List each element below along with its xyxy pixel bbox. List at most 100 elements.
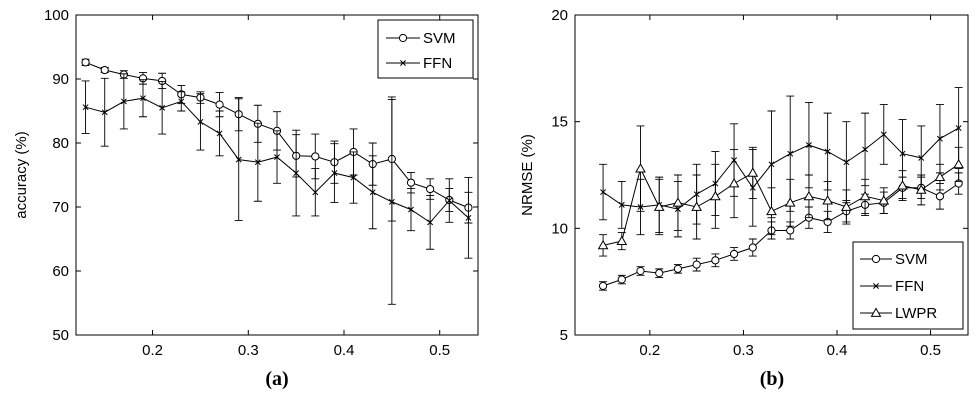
panel-a-ffn-point [293,170,300,177]
panel-b-ylabel: NRMSE (%) [519,134,536,216]
panel-a-svm-point [311,152,320,161]
panel-b-svm-point [711,256,720,265]
panel-a-ffn-point [101,109,108,116]
panel-b-xtick-label: 0.2 [639,342,660,359]
panel-b-svm-point [692,260,701,269]
panel-a-ffn-point [331,170,338,177]
panel-b-legend: SVM FFN LWPR [852,241,964,330]
panel-a-ytick-label: 60 [52,263,69,280]
panel-a-ytick-label: 80 [52,135,69,152]
panel-b-legend-label-lwpr: LWPR [895,305,937,322]
panel-b-lwpr-point [878,195,890,205]
panel-a-legend-entries: SVM FFN [386,30,456,72]
panel-a-ffn-point [235,156,242,163]
panel-b-legend-label-svm: SVM [895,251,928,268]
panel-a-caption: (a) [265,368,288,390]
panel-b-lwpr-point [953,158,965,169]
panel-b-lwpr-point [672,197,684,207]
panel-a-ffn-point [427,219,434,226]
panel-b-ffn-point [899,150,906,157]
panel-a-ffn-point [140,95,146,102]
panel-a-legend-label-ffn: FFN [423,55,452,72]
panel-b-series-lwpr [597,125,965,257]
panel-a-ffn-point [120,98,127,105]
panel-a-ffn-point [178,98,185,105]
panel-a-xtick-label: 0.5 [429,342,450,359]
panel-b-ffn-point [824,148,831,155]
panel-a-xtick-label: 0.2 [142,342,163,359]
panel-b-legend-marker-lwpr [870,307,882,317]
panel-a-ffn-point [408,206,414,213]
panel-b-legend-entries: SVM FFN LWPR [860,251,937,322]
panel-b-lwpr-point [653,201,665,211]
panel-b-legend-marker-svm [871,254,881,264]
panel-a: 0.2 0.3 0.4 0.5 50 60 70 80 90 100 accuracy (%) (… [13,7,479,390]
panel-a-legend-marker-svm [398,33,408,43]
panel-a-ffn-point [197,118,204,125]
panel-a-ffn-point [312,189,319,196]
panel-b-lwpr-point [822,195,834,205]
panel-b-svm-point [617,275,626,284]
panel-b-lwpr-point [709,190,721,201]
panel-a-ylabel: accuracy (%) [13,131,30,219]
panel-b-xtick-label: 0.5 [920,342,941,359]
panel-b-svm-point [729,249,739,259]
panel-b-ytick-label: 15 [551,114,568,131]
panel-b-svm-point [786,226,795,235]
panel-b-ffn-point [843,159,850,166]
panel-b-lwpr-point [784,197,796,207]
panel-a-axes-frame [75,14,479,336]
panel-b-svm-point [935,192,945,201]
panel-b-lwpr-point [803,190,815,201]
panel-b-lwpr-point [635,163,646,173]
panel-b-ffn-point [918,154,925,161]
panel-b-ffn-point [805,142,812,149]
panel-b-xtick-label: 0.4 [827,342,848,359]
panel-a-svm-point [100,65,109,75]
panel-a-ffn-point [82,104,89,111]
panel-a-svm-point [81,58,90,67]
panel-a-ytick-label: 100 [44,7,69,24]
panel-a-ticks: 0.2 0.3 0.4 0.5 50 60 70 80 90 100 [44,7,478,359]
panel-b: 0.2 0.3 0.4 0.5 5 10 15 20 NRMSE (%) (b) SVM FFN… [519,7,969,390]
panel-b-marks [597,87,965,291]
panel-a-ffn-point [465,214,472,221]
panel-b-series-ffn [599,87,963,238]
panel-b-ffn-point [618,201,625,208]
panel-a-xtick-label: 0.3 [238,342,259,359]
panel-b-ffn-line [602,127,959,210]
panel-b-lwpr-point [859,190,871,201]
panel-b-lwpr-point [691,201,703,211]
panel-a-legend-box [377,19,474,79]
panel-a-svm-point [426,184,435,194]
panel-a-ffn-point [254,159,261,166]
panel-a-ffn-point [274,154,280,161]
panel-b-lwpr-point [597,239,609,250]
panel-b-lwpr-point [934,171,946,182]
panel-b-svm-point [673,264,683,273]
panel-a-svm-point [406,178,416,187]
panel-b-legend-label-ffn: FFN [895,278,924,295]
panel-a-ytick-label: 90 [52,71,69,88]
panel-a-ffn-point [446,197,453,204]
panel-b-svm-point [748,243,757,252]
panel-a-legend-label-svm: SVM [423,30,456,47]
panel-a-ffn-point [388,198,395,205]
panel-a-xtick-label: 0.4 [334,342,355,359]
panel-a-marks [81,58,473,305]
panel-b-legend-marker-ffn [873,283,879,289]
panel-b-lwpr-point [766,205,777,216]
panel-a-ytick-label: 70 [52,199,69,216]
panel-b-ticks: 0.2 0.3 0.4 0.5 5 10 15 20 [551,7,968,359]
panel-a-ffn-point [216,130,223,137]
panel-b-lwpr-point [915,184,927,194]
panel-a-ffn-point [159,104,166,111]
panel-b-svm-point [636,266,645,276]
panel-a-svm-point [215,100,224,109]
panel-b-ffn-point [768,161,775,168]
panel-b-ytick-label: 10 [551,220,568,237]
panel-b-lwpr-point [728,178,740,188]
panel-a-legend-marker-ffn [400,60,406,66]
panel-a-ffn-point [369,189,376,196]
